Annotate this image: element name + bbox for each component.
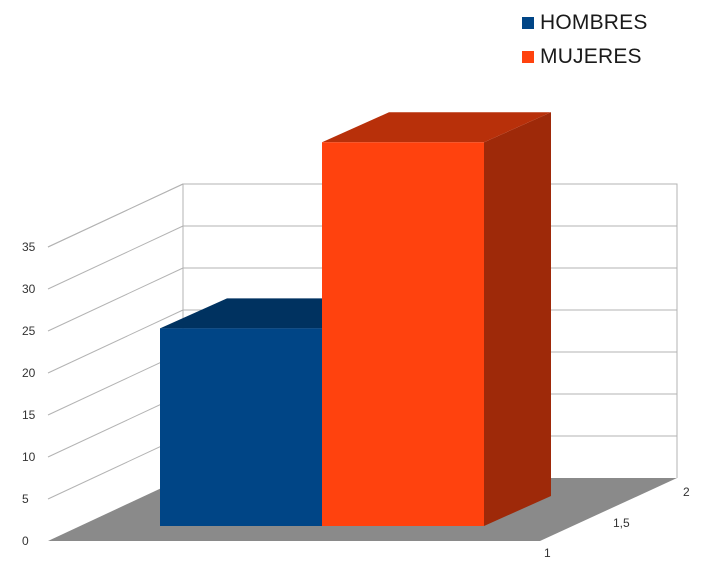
y-tick-label: 0 bbox=[22, 534, 29, 548]
depth-tick-label: 1,5 bbox=[613, 516, 630, 530]
bar-top-mujeres bbox=[322, 112, 551, 143]
legend-swatch-mujeres bbox=[522, 51, 534, 63]
depth-tick-label: 2 bbox=[683, 485, 690, 499]
depth-tick-label: 1 bbox=[544, 546, 551, 560]
side-gridline bbox=[47, 309, 184, 374]
side-gridline bbox=[47, 225, 184, 290]
legend-swatch-hombres bbox=[522, 17, 534, 29]
y-tick-label: 25 bbox=[22, 324, 36, 338]
y-tick-label: 35 bbox=[22, 240, 36, 254]
bar-mujeres bbox=[322, 142, 484, 526]
side-gridline bbox=[47, 183, 184, 248]
chart-tick-labels: 0 5 10 15 20 25 30 35 1 1,5 2 bbox=[22, 240, 690, 560]
y-tick-label: 15 bbox=[22, 408, 36, 422]
legend-label-hombres: HOMBRES bbox=[540, 11, 648, 34]
bar-side-mujeres bbox=[484, 112, 551, 526]
chart-bars bbox=[160, 112, 551, 526]
legend-item-mujeres: MUJERES bbox=[522, 40, 648, 74]
y-tick-label: 10 bbox=[22, 450, 36, 464]
legend-label-mujeres: MUJERES bbox=[540, 45, 642, 68]
legend: HOMBRES MUJERES bbox=[522, 6, 648, 74]
legend-item-hombres: HOMBRES bbox=[522, 6, 648, 40]
bar-hombres bbox=[160, 328, 322, 526]
side-gridline bbox=[47, 267, 184, 332]
y-tick-label: 20 bbox=[22, 366, 36, 380]
y-tick-label: 5 bbox=[22, 492, 29, 506]
y-tick-label: 30 bbox=[22, 282, 36, 296]
